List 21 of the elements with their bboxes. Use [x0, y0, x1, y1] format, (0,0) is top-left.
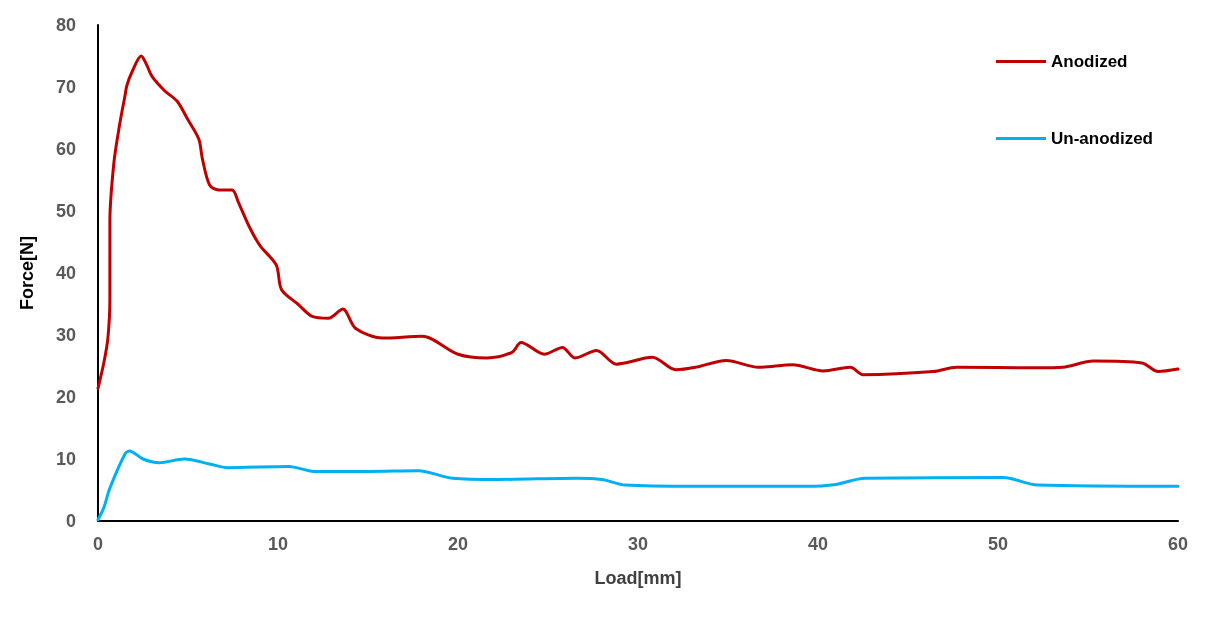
- y-axis-title: Force[N]: [17, 235, 37, 311]
- y-tick-label: 0: [65, 511, 76, 531]
- y-tick-label: 60: [55, 139, 76, 159]
- x-tick-label: 60: [1167, 534, 1189, 554]
- x-tick-label: 10: [267, 534, 289, 554]
- y-tick-label: 10: [55, 449, 76, 469]
- y-tick-label: 70: [55, 77, 76, 97]
- x-tick-label: 0: [92, 534, 104, 554]
- x-tick-label: 50: [987, 534, 1009, 554]
- line-series: [96, 54, 1180, 390]
- y-tick-label: 20: [55, 387, 76, 407]
- y-tick-label: 30: [55, 325, 76, 345]
- x-tick-label: 20: [447, 534, 469, 554]
- legend-label: Un-anodized: [1051, 129, 1154, 148]
- y-tick-label: 80: [55, 15, 76, 35]
- y-tick-label: 50: [55, 201, 76, 221]
- x-tick-label: 40: [807, 534, 829, 554]
- legend-label: Anodized: [1051, 52, 1128, 71]
- x-axis-title: Load[mm]: [594, 568, 682, 588]
- y-tick-label: 40: [55, 263, 76, 283]
- x-tick-label: 30: [627, 534, 649, 554]
